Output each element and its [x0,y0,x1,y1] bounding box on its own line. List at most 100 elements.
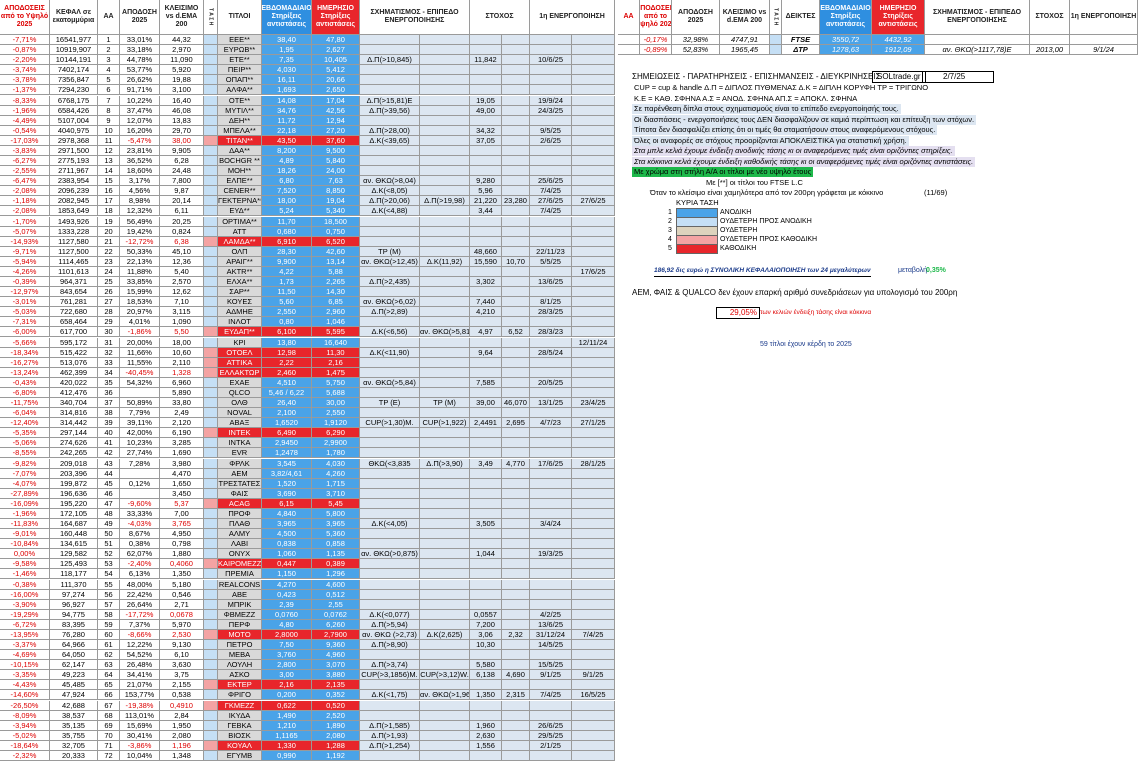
cell [420,468,470,479]
trend-cell [204,609,218,620]
cell: 42 [98,448,120,459]
cell: 6,910 [262,236,312,247]
cell [420,559,470,570]
cell: 113,01% [120,710,160,721]
cell: 4,030 [312,458,360,469]
cell: -4,03% [120,519,160,530]
cell [502,579,530,590]
cell: 1853,649 [50,206,98,217]
ticker: ΛΟΥΛΗ [218,660,262,671]
legend-label: ΟΥΔΕΤΕΡΗ ΠΡΟΣ ΑΝΟΔΙΚΗ [720,218,812,225]
cell: 6584,426 [50,105,98,116]
cell [530,156,572,167]
cell: 12,36 [160,256,204,267]
cell: 4/2/25 [530,609,572,620]
cell: 4,56% [120,186,160,197]
cell: 56,49% [120,216,160,227]
trend-cell [204,287,218,298]
cell [530,266,572,277]
legend-label: ΚΑΘΟΔΙΚΗ [720,245,757,252]
note-line: CUP = cup & handle Δ.Π = ΔΙΠΛΟΣ ΠΥΘΜΕΝΑΣ… [634,83,929,92]
cell: 42,00% [120,428,160,439]
cell [360,589,420,600]
header-cell: 1η ΕΝΕΡΓΟΠΟΙΗΣΗ [530,0,615,35]
trend-cell [204,156,218,167]
cell: 3,17% [120,176,160,187]
ticker: ΦΡΛΚ [218,458,262,469]
cell: 2971,500 [50,145,98,156]
cell: 242,265 [50,448,98,459]
cell [502,216,530,227]
trend-cell [204,408,218,419]
cell: 4,960 [312,650,360,661]
cell: -1,86% [120,327,160,338]
cell [502,730,530,741]
ticker: ΛΑΜΔΑ** [218,236,262,247]
cell [420,650,470,661]
cell: 0,750 [312,226,360,237]
header-cell: Τ Α Σ Η [204,0,218,35]
cell [502,408,530,419]
cell: 22,13% [120,256,160,267]
header-cell: ΣΤΟΧΟΣ [1030,0,1070,35]
cell [530,559,572,570]
cell [420,337,470,348]
cell [360,85,420,96]
trend-cell [204,186,218,197]
cell: -16,00% [0,589,50,600]
cell [502,95,530,106]
cell [420,680,470,691]
header-cell: ΔΕΙΚΤΕΣ [782,0,820,35]
cell: 47 [98,498,120,509]
cell: 60 [98,629,120,640]
cell: 0,546 [160,589,204,600]
trend-cell [204,135,218,146]
cell [572,317,615,328]
cell [502,317,530,328]
trend-cell [204,640,218,651]
index-cell: 4432,92 [872,35,925,45]
cell: 20,66 [312,75,360,86]
cell: 16541,977 [50,35,98,46]
header-cell: Τ Α Σ Η [770,0,782,35]
cell: -9,01% [0,529,50,540]
cell: 1,890 [312,720,360,731]
cell [572,589,615,600]
cell: 595,172 [50,337,98,348]
cell: 11,70 [262,216,312,227]
notes-title: ΣΗΜΕΙΩΣΕΙΣ - ΠΑΡΑΤΗΡΗΣΕΙΣ - ΕΠΙΣΗΜΑΝΣΕΙΣ… [632,72,881,81]
header-cell: ΣΤΟΧΟΣ [470,0,530,35]
cell [360,468,420,479]
cell: CUP(>1,922) [420,418,470,429]
ticker: ΕΛΛΑΚΤΩΡ [218,367,262,378]
cell: 3,545 [262,458,312,469]
cell: 34 [98,367,120,378]
cell: αν. ΘΚΩ(>5,84) [360,377,420,388]
cell: 4,510 [262,377,312,388]
cell: 5,688 [312,387,360,398]
trend-cell [204,65,218,76]
cell: 5,24 [262,206,312,217]
cell: 9,905 [160,145,204,156]
cell: 37,05 [470,135,502,146]
legend-number: 5 [668,245,672,252]
cell [420,599,470,610]
cell: 0,200 [262,690,312,701]
cell [360,428,420,439]
cell: 7,200 [470,619,502,630]
cell [572,529,615,540]
cell: 9,500 [312,145,360,156]
cell: -40,45% [120,367,160,378]
cell: 2,71 [160,599,204,610]
cell [470,680,502,691]
cell: 12,94 [312,115,360,126]
ticker: ΕΥΔ** [218,206,262,217]
cell: 46 [98,488,120,499]
cell: 22 [98,246,120,257]
cell [420,105,470,116]
cell: 4,97 [470,327,502,338]
trend-cell [204,448,218,459]
cell [502,589,530,600]
cell: 18,500 [312,216,360,227]
cell: 10919,907 [50,45,98,56]
